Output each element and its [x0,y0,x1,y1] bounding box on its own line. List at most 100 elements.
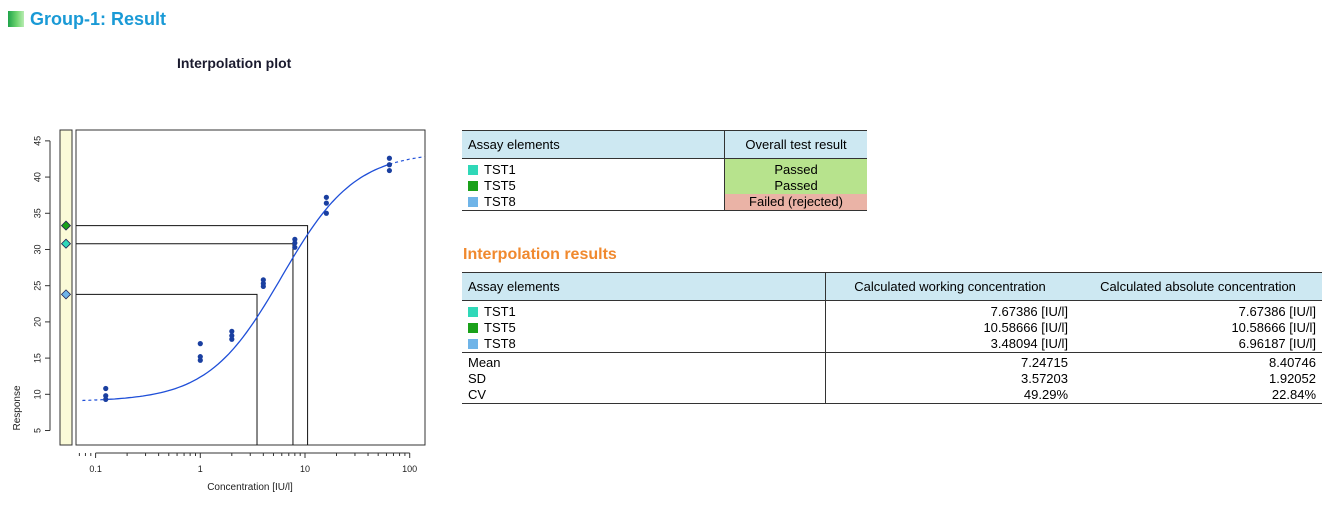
interpolation-results-table: Assay elements Calculated working concen… [462,272,1322,404]
table-row: TST1 7.67386 [IU/l] 7.67386 [IU/l] [462,300,1322,321]
color-swatch-tst8 [468,339,478,349]
working-stat-cell: 3.57203 [825,371,1074,387]
page-title: Group-1: Result [30,8,167,29]
working-concentration-cell: 7.67386 [IU/l] [825,300,1074,320]
assay-element-cell: TST1 [462,301,826,321]
x-tick-label: 1 [198,464,203,474]
stats-row: CV 49.29% 22.84% [462,387,1322,404]
section-icon [8,11,24,27]
data-point [386,167,393,174]
data-point [323,194,329,200]
interpolation-line [76,293,258,445]
y-tick-label: 5 [32,428,42,433]
color-swatch-tst5 [468,181,478,191]
absolute-concentration-cell: 10.58666 [IU/l] [1231,320,1316,335]
color-swatch-tst8 [468,197,478,207]
y-tick-label: 40 [32,172,42,182]
assay-element-name: TST8 [484,336,516,351]
data-point [197,357,203,363]
column-header-assay-elements: Assay elements [462,130,725,159]
stats-row: SD 3.57203 1.92052 [462,371,1322,387]
data-point [229,336,235,342]
data-point [197,354,203,360]
sample-marker-tst5 [60,220,72,231]
status-badge: Passed [724,178,867,194]
sample-marker-strip [59,129,73,446]
assay-element-cell: TST5 [462,320,826,336]
absolute-concentration-cell: 7.67386 [IU/l] [1238,304,1316,319]
data-point [292,236,298,242]
stats-row: Mean 7.24715 8.40746 [462,352,1322,371]
table-row: TST1 Passed [462,158,867,179]
data-point [386,155,393,161]
x-tick-label: 0.1 [89,464,102,474]
assay-table-header: Assay elements Overall test result [462,130,867,159]
y-tick-label: 30 [32,244,42,254]
color-swatch-tst1 [468,165,478,175]
assay-element-name: TST1 [484,162,516,177]
working-stat-cell: 49.29% [825,387,1074,404]
column-header-absolute-concentration: Calculated absolute concentration [1074,272,1322,301]
data-point [229,333,235,339]
y-tick-label: 15 [32,353,42,363]
stat-label: Mean [462,352,826,371]
y-tick-label: 45 [32,136,42,146]
column-header-overall-result: Overall test result [724,130,867,159]
table-row: TST5 10.58666 [IU/l] 10.58666 [IU/l] [462,320,1322,336]
table-row: TST8 Failed (rejected) [462,194,867,211]
color-swatch-tst1 [468,307,478,317]
data-point [292,240,298,246]
assay-element-cell: TST1 [462,159,725,179]
assay-element-name: TST5 [484,320,516,335]
absolute-stat-cell: 8.40746 [1074,352,1322,371]
y-tick-label: 20 [32,317,42,327]
stat-label: CV [468,387,487,402]
assay-element-cell: TST8 [462,194,725,211]
data-point [260,283,266,290]
absolute-stat-cell: 1.92052 [1269,371,1316,386]
data-point [197,341,203,347]
data-point [386,162,393,168]
data-point [323,210,329,216]
assay-results-table: Assay elements Overall test result TST1 P… [462,130,867,211]
interpolation-line [76,225,309,445]
y-tick-label: 25 [32,281,42,291]
column-header-assay-elements: Assay elements [462,272,826,301]
table-row: TST5 Passed [462,178,867,194]
absolute-stat-cell: 22.84% [1271,387,1316,402]
x-tick-label: 10 [300,464,310,474]
y-tick-label: 35 [32,208,42,218]
plot-title: Interpolation plot [177,55,292,71]
data-point [103,385,109,392]
absolute-concentration-cell: 6.96187 [IU/l] [1238,336,1316,351]
y-tick-label: 10 [32,389,42,399]
status-badge: Passed [724,158,867,178]
x-tick-label: 100 [402,464,417,474]
column-header-working-concentration: Calculated working concentration [825,272,1074,301]
color-swatch-tst5 [468,323,478,333]
stat-label: SD [468,371,487,386]
status-badge: Failed (rejected) [724,194,867,211]
fitted-curve [103,163,390,401]
x-axis-label: Concentration [IU/l] [207,482,293,493]
working-concentration-cell: 10.58666 [IU/l] [825,320,1074,336]
plot-frame [75,129,426,446]
data-point [229,328,235,334]
assay-element-name: TST1 [484,304,516,319]
data-point [260,277,266,283]
working-stat-cell: 7.24715 [825,352,1074,371]
data-point [323,200,329,206]
data-point [103,396,109,402]
interp-table-header: Assay elements Calculated working concen… [462,272,1322,301]
assay-element-name: TST5 [484,178,516,193]
curve-extrapolation-low [82,399,104,402]
sample-marker-tst1 [60,238,72,249]
assay-element-cell: TST5 [462,178,725,194]
result-header: Group-1: Result [8,6,166,32]
assay-element-name: TST8 [484,194,516,209]
table-row: TST8 3.48094 [IU/l] 6.96187 [IU/l] [462,336,1322,353]
y-axis-label: Response [12,385,23,430]
working-concentration-cell: 3.48094 [IU/l] [825,336,1074,353]
sample-marker-tst8 [60,289,72,300]
interpolation-results-title: Interpolation results [463,246,617,263]
